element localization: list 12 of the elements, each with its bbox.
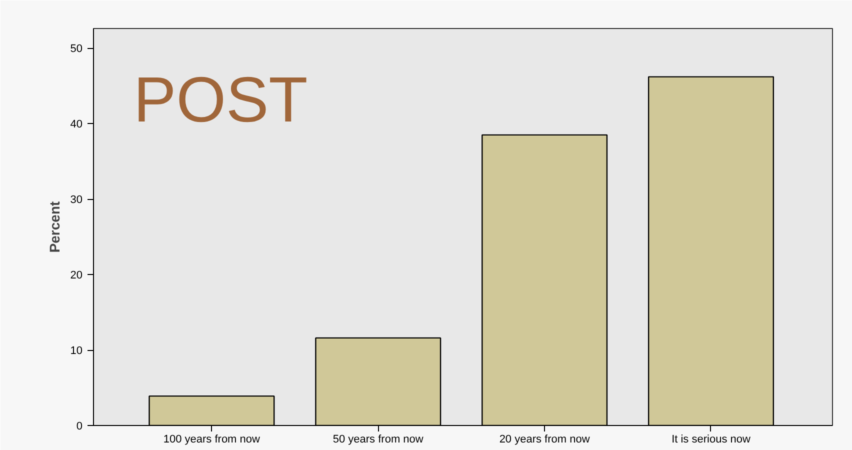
x-tick-label: 50 years from now <box>332 434 424 446</box>
y-tick-label: 40 <box>70 118 83 131</box>
x-tick-label: It is serious now <box>672 434 750 446</box>
y-tick-label: 20 <box>70 270 83 282</box>
y-tick-label: 10 <box>70 345 83 358</box>
x-tick-label: 100 years from now <box>163 434 260 446</box>
y-tick-label: 0 <box>76 420 83 432</box>
annotation: POST <box>134 64 308 136</box>
y-axis-title: Percent <box>46 200 62 253</box>
y-tick-label: 30 <box>70 194 83 206</box>
x-tick-label: 20 years from now <box>499 434 590 446</box>
y-tick-label: 50 <box>70 43 83 56</box>
